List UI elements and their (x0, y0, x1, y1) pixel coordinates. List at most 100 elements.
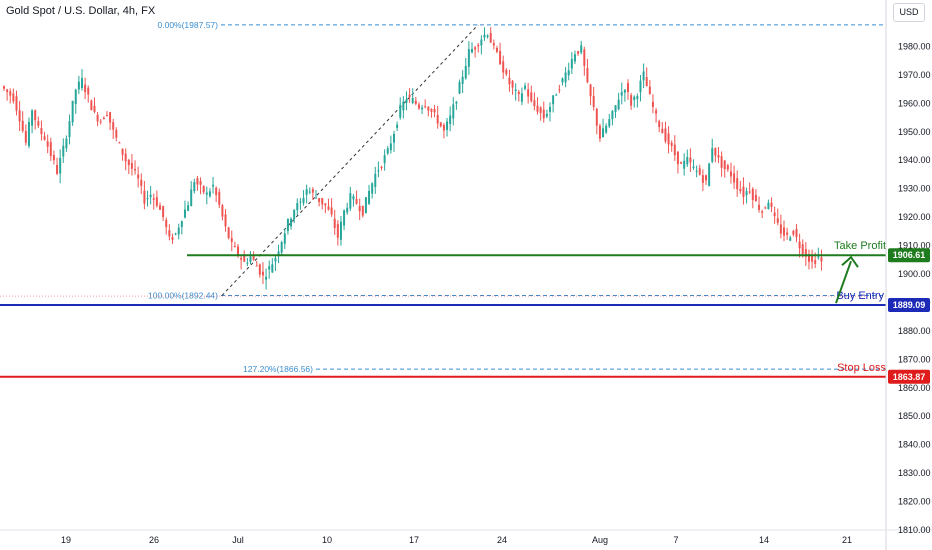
candle-body (458, 82, 461, 94)
candle-body (146, 198, 149, 200)
candle-body (726, 165, 729, 170)
candle-body (651, 101, 654, 107)
candle-body (87, 87, 90, 95)
candle-body (346, 207, 349, 213)
chart-title: Gold Spot / U.S. Dollar, 4h, FX (6, 5, 156, 17)
candle-body (664, 128, 667, 142)
time-axis[interactable]: 19 26 Jul 10 17 24 Aug 7 14 21 (61, 535, 852, 545)
candle-body (277, 251, 280, 257)
candle-body (714, 147, 717, 156)
candle-body (589, 84, 592, 97)
candle-body (77, 81, 80, 90)
candle-body (271, 264, 274, 273)
candle-body (558, 89, 561, 91)
y-tick-label: 1810.00 (898, 525, 931, 535)
y-tick-label: 1950.00 (898, 127, 931, 137)
candle-body (246, 262, 249, 264)
candle-body (602, 128, 605, 138)
candle-body (305, 189, 308, 195)
candle-body (299, 201, 302, 203)
candle-body (655, 110, 658, 114)
candle-body (686, 156, 689, 165)
candles (3, 27, 823, 290)
x-tick-label: 26 (149, 535, 159, 545)
candle-body (112, 122, 115, 130)
candle-body (65, 138, 68, 149)
candle-body (49, 142, 52, 157)
candle-body (751, 188, 754, 200)
candle-body (658, 121, 661, 128)
candle-body (177, 227, 180, 235)
candle-body (642, 71, 645, 81)
candle-body (433, 108, 436, 113)
y-tick-label: 1940.00 (898, 155, 931, 165)
candle-body (580, 45, 583, 53)
candle-body (221, 205, 224, 217)
candle-body (62, 145, 65, 157)
candle-body (736, 178, 739, 190)
arrow-shaft (835, 260, 852, 304)
y-tick-label: 1960.00 (898, 98, 931, 108)
trade-levels: Take Profit Buy Entry Stop Loss (0, 240, 886, 378)
candle-body (215, 187, 218, 196)
candle-body (471, 48, 473, 53)
candle-body (149, 194, 152, 198)
candle-body (549, 106, 551, 112)
candle-body (383, 155, 386, 164)
x-tick-label: 14 (759, 535, 769, 545)
candle-body (261, 271, 264, 276)
candle-body (442, 124, 445, 131)
stop-loss-tag-text: 1863.87 (893, 372, 926, 382)
candle-body (530, 92, 533, 102)
candle-body (187, 205, 190, 211)
candle-body (455, 101, 458, 104)
candle-body (817, 256, 820, 258)
candle-body (733, 173, 736, 183)
candle-body (421, 107, 424, 110)
y-tick-label: 1840.00 (898, 440, 931, 450)
candle-body (758, 204, 761, 210)
currency-button[interactable]: USD (893, 3, 925, 22)
candle-body (183, 209, 186, 218)
candle-body (405, 99, 408, 103)
candle-body (193, 182, 196, 192)
candle-body (689, 157, 692, 163)
y-tick-label: 1980.00 (898, 41, 931, 51)
candle-body (567, 70, 570, 76)
candle-body (252, 256, 255, 260)
y-tick-label: 1910.00 (898, 241, 931, 251)
candle-body (564, 72, 567, 83)
candle-body (661, 128, 664, 134)
candle-body (627, 83, 629, 93)
x-tick-label: 21 (842, 535, 852, 545)
y-tick-label: 1860.00 (898, 383, 931, 393)
candle-body (611, 110, 614, 120)
candle-body (620, 92, 623, 96)
candle-body (174, 233, 177, 235)
candle-body (152, 198, 155, 200)
candle-body (786, 232, 789, 235)
candle-body (237, 246, 239, 256)
candle-body (783, 227, 785, 236)
candle-body (59, 157, 62, 174)
buy-entry-tag (888, 298, 930, 313)
candle-body (792, 230, 795, 235)
fib-retracement: 0.00%(1987.57) 100.00%(1892.44) 127.20%(18… (0, 20, 886, 374)
candle-body (408, 94, 411, 97)
candle-body (811, 254, 814, 262)
candle-body (708, 163, 711, 186)
candle-body (339, 221, 342, 240)
candle-body (134, 169, 137, 171)
candle-body (290, 218, 293, 227)
candle-body (754, 194, 757, 202)
candle-body (645, 77, 648, 87)
y-tick-label: 1870.00 (898, 354, 931, 364)
candle-body (729, 171, 732, 177)
candle-body (155, 197, 158, 206)
candle-body (505, 69, 508, 75)
candle-body (18, 110, 21, 122)
fib-trendline (221, 24, 479, 296)
candle-body (371, 183, 374, 194)
candle-body (233, 245, 236, 247)
